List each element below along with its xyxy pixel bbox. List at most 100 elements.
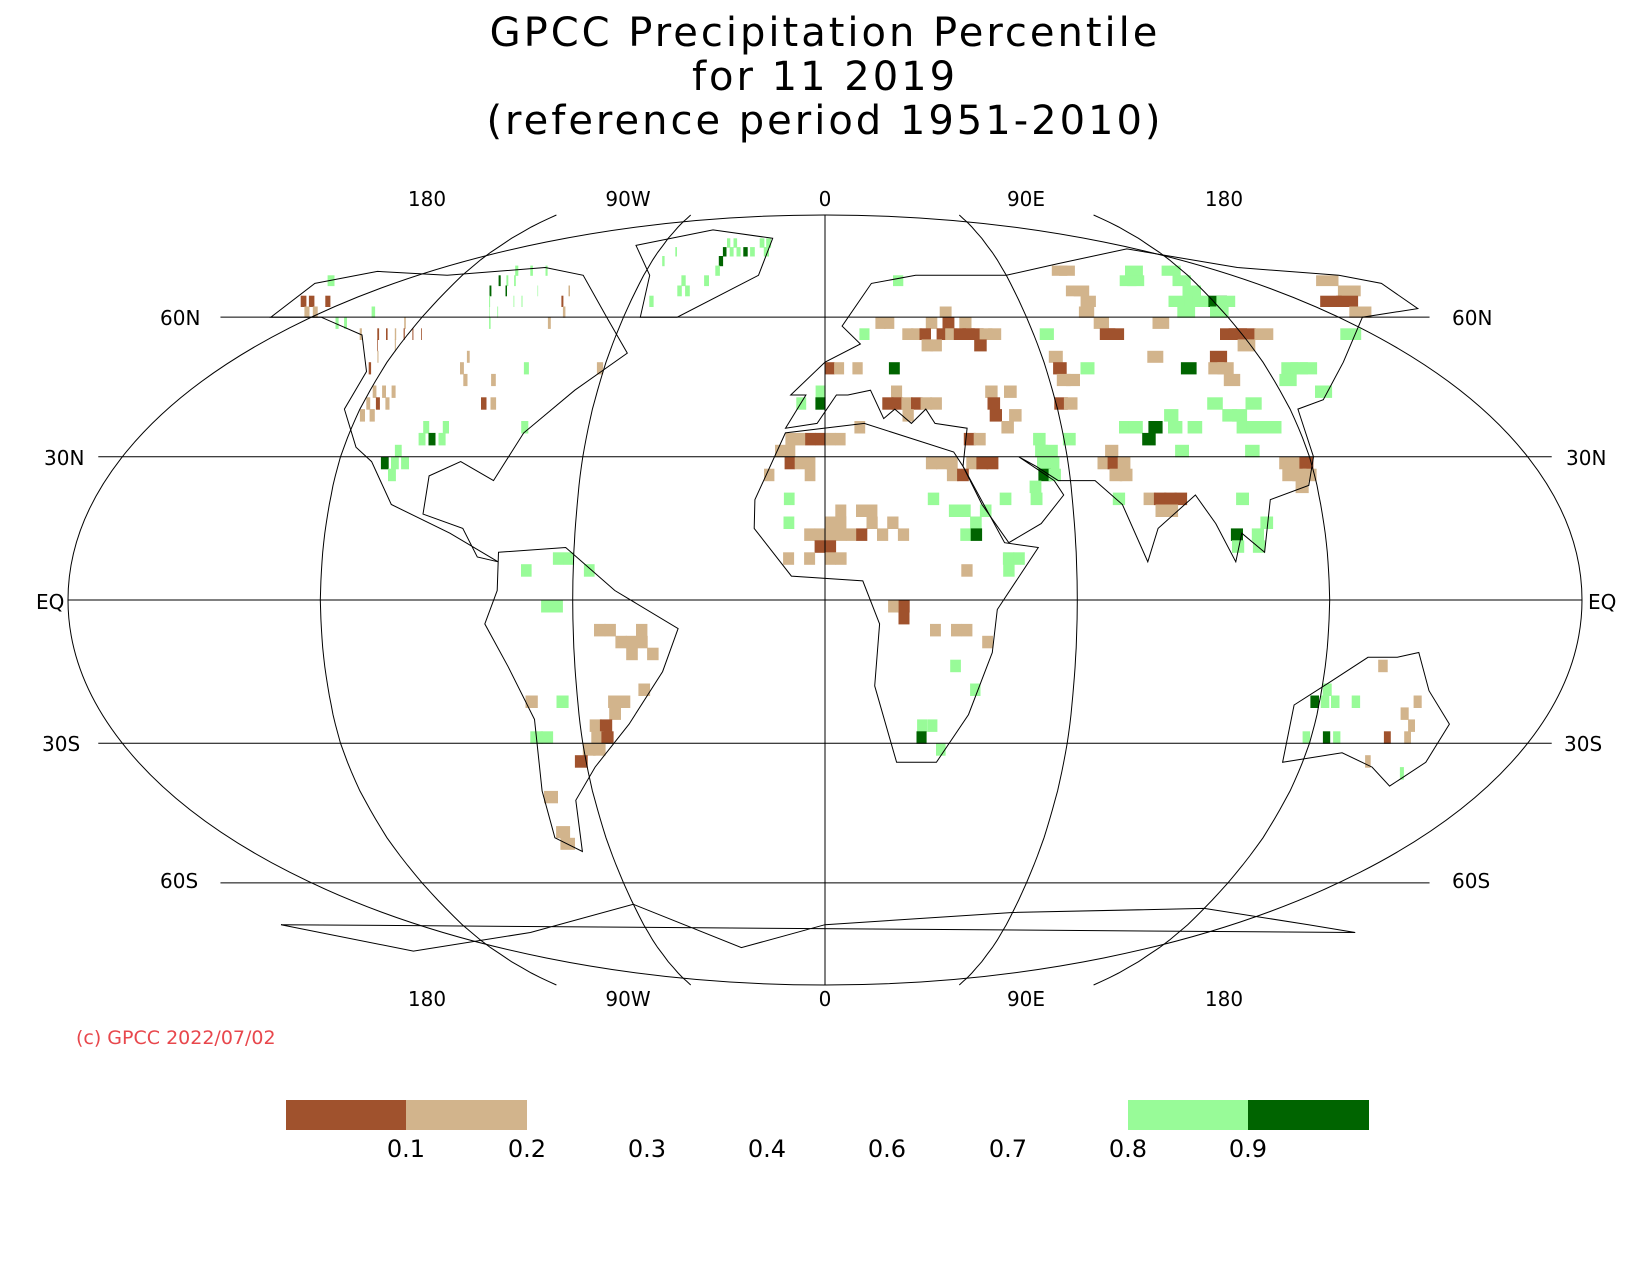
percentile-cell — [369, 409, 375, 422]
percentile-cell — [946, 468, 959, 482]
percentile-cell — [925, 317, 938, 329]
percentile-cell — [589, 719, 602, 732]
percentile-cell — [1048, 350, 1063, 363]
percentile-cell — [1237, 328, 1256, 340]
percentile-cell — [591, 731, 604, 744]
percentile-cell — [1119, 468, 1133, 482]
percentile-cell — [1322, 683, 1332, 696]
percentile-cell — [1254, 328, 1274, 340]
percentile-cell — [966, 456, 978, 470]
percentile-cell — [1168, 421, 1183, 434]
percentile-cell — [970, 516, 982, 529]
percentile-cell — [515, 265, 519, 276]
percentile-cell — [412, 328, 414, 340]
bottom-lon-label-0: 0 — [819, 987, 832, 1011]
percentile-cell — [939, 306, 952, 318]
percentile-cell — [489, 285, 492, 297]
percentile-cell — [537, 285, 539, 297]
percentile-cell — [380, 456, 389, 470]
bottom-lon-label-90e: 90E — [1007, 987, 1045, 1011]
percentile-cell — [1302, 731, 1311, 744]
percentile-cell — [945, 328, 958, 340]
percentile-cell — [388, 468, 396, 482]
percentile-cell — [521, 421, 529, 434]
percentile-cell — [594, 623, 606, 637]
percentile-cell — [805, 432, 816, 446]
percentile-cell — [1408, 719, 1415, 732]
percentile-cell — [930, 397, 942, 410]
percentile-cell — [973, 432, 986, 446]
percentile-cell — [775, 444, 786, 458]
percentile-cell — [898, 611, 910, 625]
percentile-cell — [961, 623, 973, 637]
percentile-cell — [556, 695, 569, 708]
percentile-cell — [377, 350, 379, 363]
percentile-cell — [971, 328, 984, 340]
percentile-cell — [1217, 362, 1234, 375]
percentile-cell — [489, 295, 491, 307]
percentile-cell — [1266, 421, 1282, 434]
percentile-cell — [552, 552, 564, 565]
top-lon-label-180w: 180 — [408, 187, 446, 211]
percentile-cell — [1153, 492, 1167, 506]
percentile-cell — [783, 492, 795, 506]
percentile-cell — [1112, 492, 1126, 506]
percentile-cell — [366, 397, 371, 410]
percentile-cell — [394, 328, 397, 340]
percentile-cell — [1128, 421, 1143, 434]
percentile-cell — [1127, 275, 1145, 287]
percentile-cell — [854, 421, 866, 434]
percentile-cell — [963, 432, 976, 446]
legend-tick-0.8: 0.8 — [1109, 1135, 1147, 1163]
percentile-cell — [1245, 397, 1262, 410]
percentile-cell — [1143, 492, 1156, 506]
percentile-cell — [1351, 695, 1361, 708]
top-lon-label-180e: 180 — [1205, 187, 1243, 211]
percentile-cell — [893, 275, 904, 287]
percentile-cell — [750, 247, 755, 257]
percentile-cell — [368, 362, 372, 375]
legend-tick-0.4: 0.4 — [748, 1135, 786, 1163]
percentile-cell — [359, 409, 365, 422]
percentile-cell — [856, 504, 868, 517]
percentile-cell — [1099, 328, 1116, 340]
percentile-cell — [891, 397, 904, 410]
percentile-cell — [344, 317, 347, 329]
percentile-cell — [325, 295, 331, 307]
percentile-cell — [959, 504, 971, 517]
percentile-cell — [1175, 444, 1189, 458]
percentile-cell — [677, 285, 682, 297]
percentile-cell — [1164, 409, 1179, 422]
percentile-cell — [421, 328, 422, 340]
left-lat-label-30n: 30N — [44, 446, 84, 470]
title-line-3: (reference period 1951-2010) — [486, 98, 1163, 144]
percentile-cell — [936, 743, 946, 756]
percentile-cell — [523, 362, 529, 375]
legend-tick-0.2: 0.2 — [508, 1135, 546, 1163]
percentile-cell — [312, 306, 318, 318]
percentile-cell — [1216, 295, 1236, 307]
percentile-cell — [491, 373, 496, 387]
percentile-cell — [563, 552, 575, 565]
percentile-cell — [675, 247, 677, 257]
percentile-cell — [335, 317, 339, 329]
right-lat-label-eq: EQ — [1588, 590, 1616, 614]
percentile-cell — [1336, 295, 1359, 307]
percentile-cell — [1209, 350, 1228, 363]
percentile-cell — [835, 504, 847, 517]
percentile-cell — [866, 504, 878, 517]
percentile-cell — [936, 456, 948, 470]
percentile-cell — [300, 295, 307, 307]
percentile-cell — [1365, 755, 1371, 768]
percentile-cell — [1053, 362, 1067, 375]
percentile-cell — [604, 623, 616, 637]
percentile-cell — [784, 456, 796, 470]
percentile-cell — [825, 362, 835, 375]
percentile-cell — [1400, 707, 1409, 720]
right-lat-label-60n: 60N — [1452, 306, 1492, 330]
percentile-cell — [835, 552, 847, 565]
percentile-cell — [1080, 362, 1095, 375]
percentile-cell — [988, 328, 1002, 340]
bottom-lon-label-180w: 180 — [408, 987, 446, 1011]
percentile-cell — [825, 432, 836, 446]
